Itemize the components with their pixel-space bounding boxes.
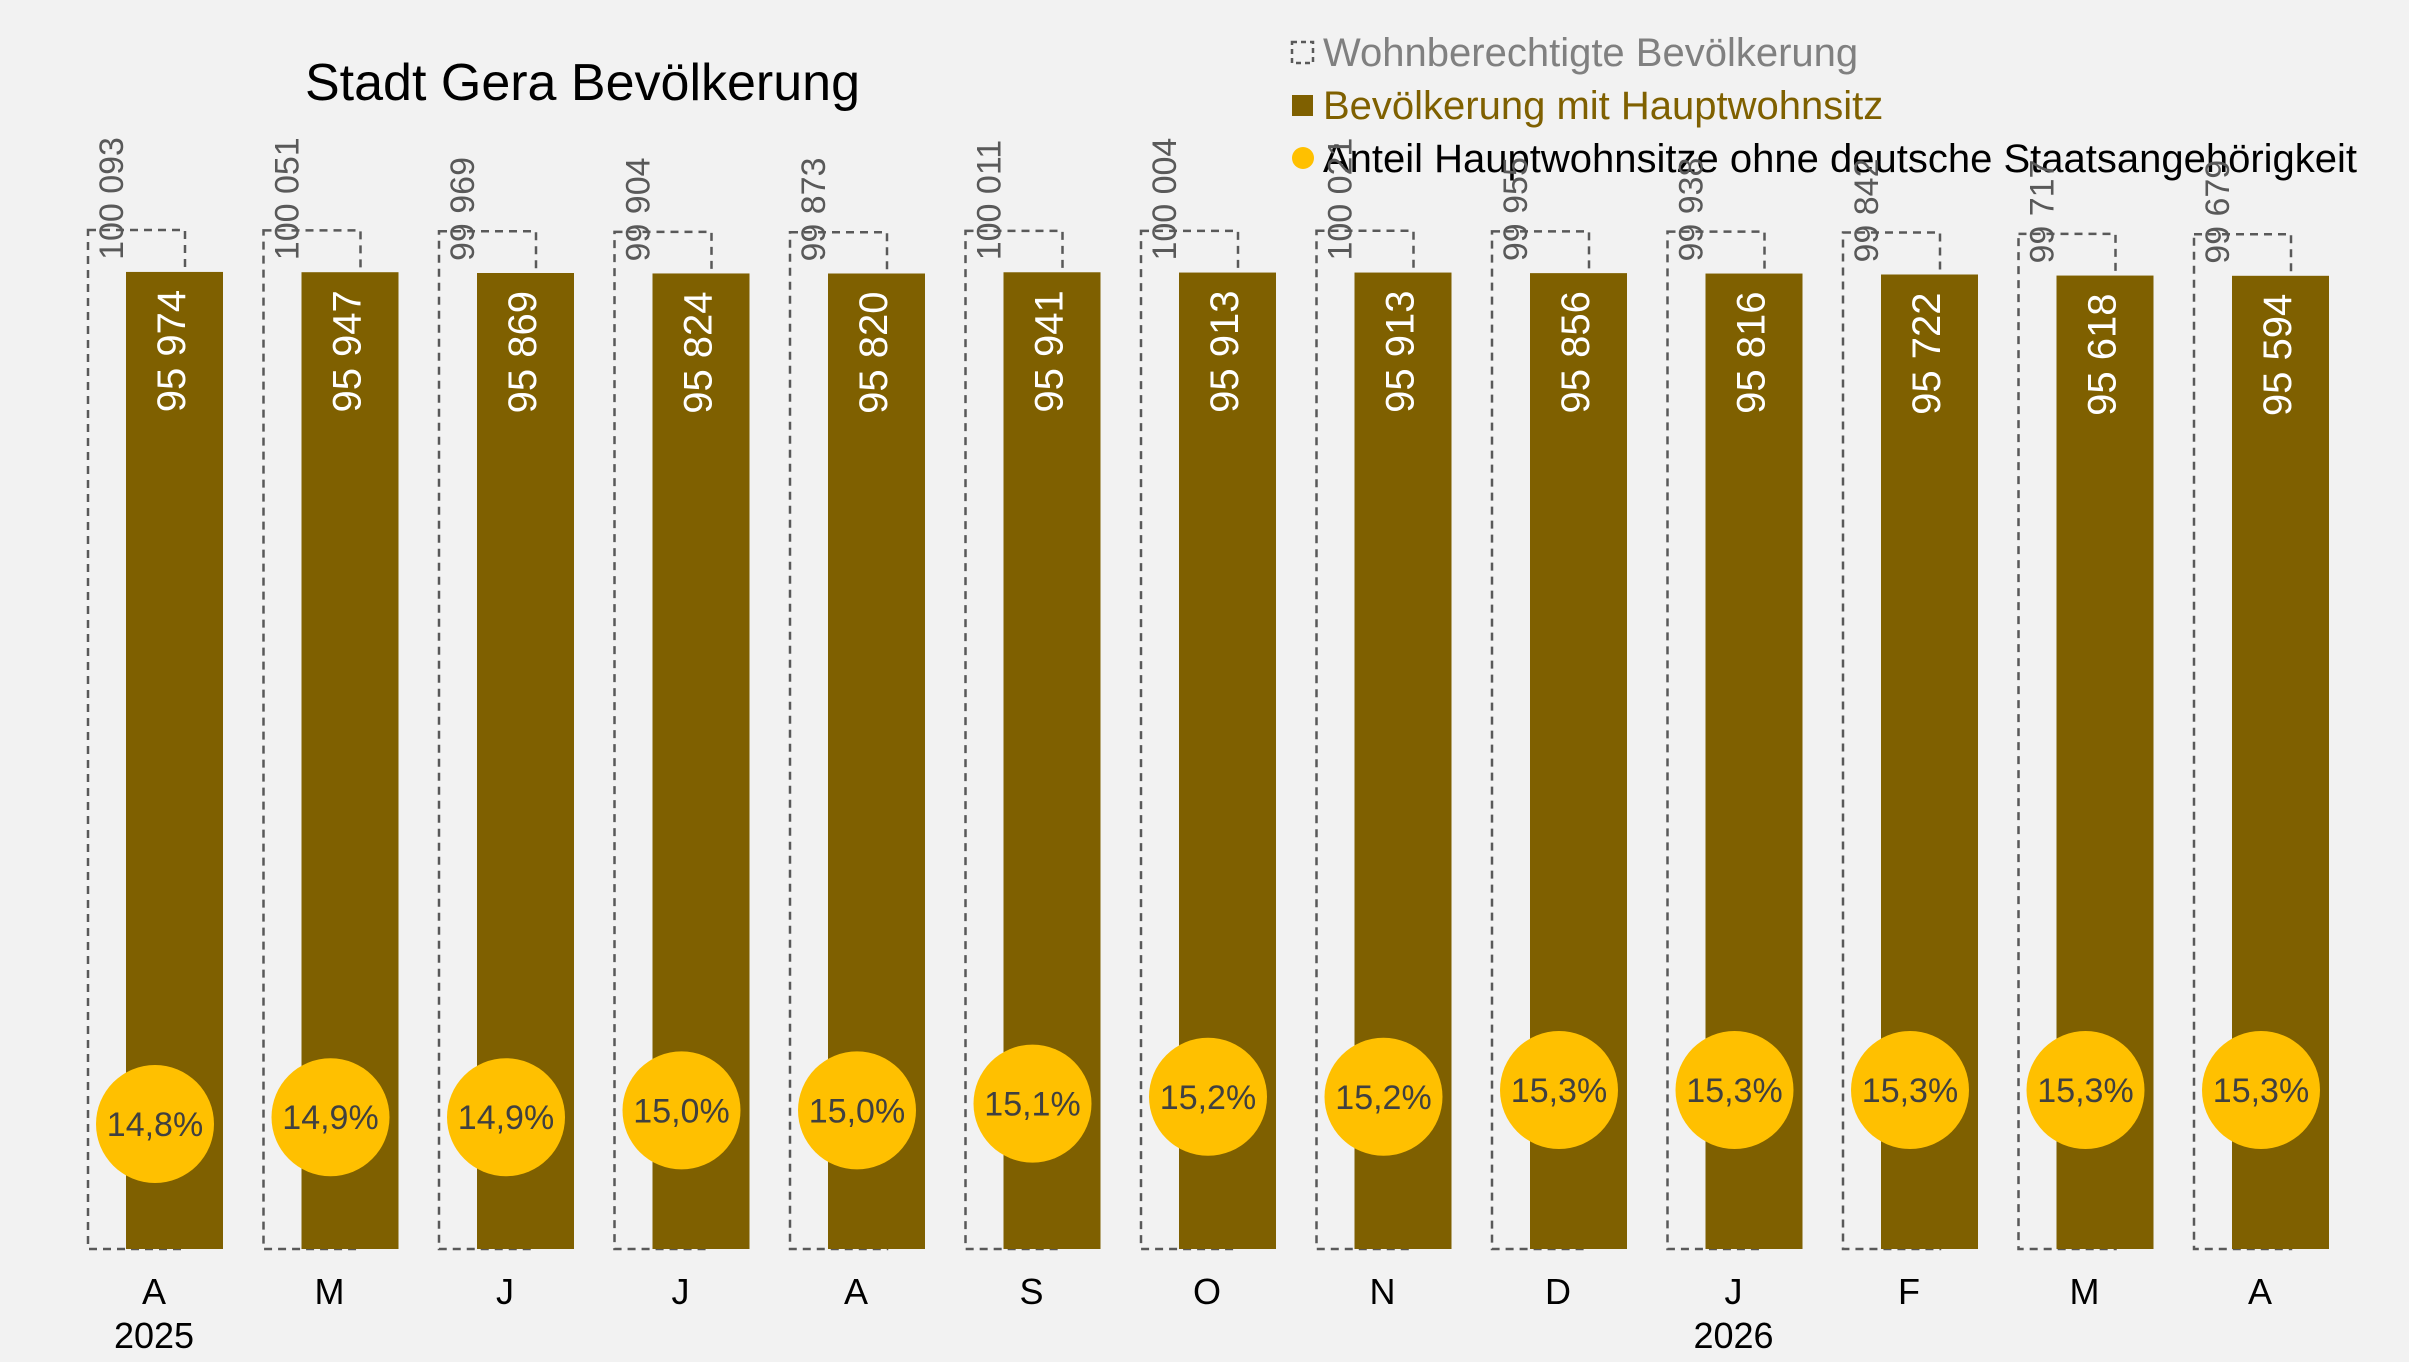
x-tick-label: D	[1545, 1271, 1571, 1312]
main-bar-value-label: 95 856	[1554, 291, 1598, 413]
outline-bar-value-label: 99 842	[1848, 158, 1886, 262]
share-label: 15,0%	[633, 1092, 729, 1130]
share-label: 15,0%	[809, 1092, 905, 1130]
share-circle	[1500, 1031, 1618, 1149]
chart-title: Stadt Gera Bevölkerung	[305, 54, 860, 112]
share-label: 14,9%	[458, 1099, 554, 1137]
outline-bar-value-label: 100 051	[268, 137, 306, 260]
share-label: 15,2%	[1335, 1079, 1431, 1117]
share-label: 14,9%	[282, 1099, 378, 1137]
legend-item-hauptwohnsitz: Bevölkerung mit Hauptwohnsitz	[1292, 84, 1883, 128]
share-circle	[1149, 1037, 1267, 1156]
legend-label-anteil: Anteil Hauptwohnsitze ohne deutsche Staa…	[1323, 137, 2357, 181]
main-bar-value-label: 95 816	[1730, 292, 1774, 414]
outline-bar-value-label: 99 717	[2023, 160, 2061, 264]
share-circle	[798, 1051, 916, 1170]
legend-item-wohnberechtigte: Wohnberechtigte Bevölkerung	[1290, 31, 1858, 75]
share-circle	[1675, 1031, 1794, 1149]
share-label: 14,8%	[107, 1106, 203, 1144]
main-bar-value-label: 95 941	[1028, 290, 1072, 412]
outline-bar-value-label: 99 955	[1497, 157, 1535, 261]
outline-bar-value-label: 100 004	[1146, 138, 1184, 261]
share-circle	[447, 1058, 565, 1177]
legend-swatch-circle	[1292, 147, 1314, 169]
share-label: 15,3%	[1686, 1072, 1782, 1110]
main-bar-value-label: 95 820	[852, 292, 896, 414]
legend-label-wohnberechtigte: Wohnberechtigte Bevölkerung	[1323, 31, 1858, 75]
x-tick-label: F	[1898, 1271, 1920, 1312]
x-tick-label: M	[315, 1271, 345, 1312]
legend-swatch-dashed	[1290, 40, 1315, 65]
outline-bar-value-label: 99 873	[795, 158, 833, 262]
share-label: 15,2%	[1160, 1079, 1256, 1117]
share-label: 15,1%	[984, 1086, 1080, 1124]
plot-area: 100 093 95 974 14,8% A 100 051 95 947 14,9% M 99…	[86, 137, 2329, 1356]
x-tick-label: N	[1370, 1271, 1396, 1312]
outline-bar-value-label: 100 021	[1321, 138, 1359, 261]
share-circle	[1851, 1031, 1969, 1149]
legend-swatch-solid	[1292, 95, 1313, 116]
x-tick-label: O	[1193, 1271, 1221, 1312]
main-bar-value-label: 95 913	[1379, 291, 1423, 413]
outline-bar-value-label: 99 969	[444, 157, 482, 261]
share-label: 15,3%	[1862, 1072, 1958, 1110]
year-label: 2025	[114, 1315, 194, 1356]
x-tick-label: A	[844, 1271, 868, 1312]
outline-bar-value-label: 100 093	[93, 137, 131, 260]
share-circle	[2202, 1031, 2320, 1149]
share-circle	[2026, 1031, 2145, 1149]
x-tick-label: J	[672, 1271, 690, 1312]
x-tick-label: J	[1725, 1271, 1743, 1312]
legend-item-anteil: Anteil Hauptwohnsitze ohne deutsche Staa…	[1292, 137, 2357, 181]
outline-bar-value-label: 99 938	[1672, 158, 1710, 262]
share-circle	[1324, 1037, 1443, 1156]
x-tick-label: M	[2070, 1271, 2100, 1312]
main-bar-value-label: 95 947	[326, 290, 370, 412]
x-tick-label: A	[142, 1271, 166, 1312]
main-bar-value-label: 95 594	[2256, 294, 2300, 416]
main-bar-value-label: 95 869	[501, 291, 545, 413]
main-bar-value-label: 95 913	[1203, 291, 1247, 413]
share-circle	[96, 1065, 214, 1183]
share-circle	[271, 1058, 390, 1177]
main-bar-value-label: 95 618	[2081, 294, 2125, 416]
outline-bar-value-label: 100 011	[970, 140, 1008, 260]
x-tick-label: J	[496, 1271, 514, 1312]
outline-bar-value-label: 99 679	[2199, 160, 2237, 264]
main-bar-value-label: 95 824	[677, 291, 721, 413]
main-bar-value-label: 95 722	[1905, 292, 1949, 414]
share-label: 15,3%	[1511, 1072, 1607, 1110]
share-label: 15,3%	[2213, 1072, 2309, 1110]
x-tick-label: S	[1019, 1271, 1043, 1312]
legend: Wohnberechtigte Bevölkerung Bevölkerung …	[1290, 31, 2357, 181]
main-bar-value-label: 95 974	[150, 290, 194, 412]
share-circle	[622, 1051, 741, 1170]
share-label: 15,3%	[2037, 1072, 2133, 1110]
year-label: 2026	[1693, 1315, 1773, 1356]
share-circle	[973, 1044, 1092, 1163]
legend-label-hauptwohnsitz: Bevölkerung mit Hauptwohnsitz	[1323, 84, 1883, 128]
outline-bar-value-label: 99 904	[619, 157, 657, 261]
x-tick-label: A	[2248, 1271, 2272, 1312]
